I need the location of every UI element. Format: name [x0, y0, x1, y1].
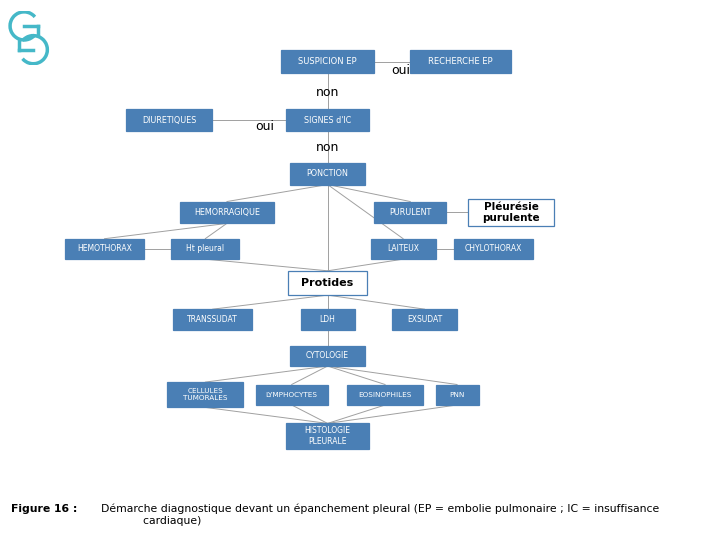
FancyBboxPatch shape: [374, 201, 446, 224]
Text: LYMPHOCYTES: LYMPHOCYTES: [266, 392, 318, 398]
Text: PONCTION: PONCTION: [307, 169, 348, 178]
Text: HEMORRAGIQUE: HEMORRAGIQUE: [194, 208, 260, 217]
FancyBboxPatch shape: [436, 384, 479, 405]
Text: Ht pleural: Ht pleural: [186, 245, 224, 253]
FancyBboxPatch shape: [281, 50, 374, 73]
FancyBboxPatch shape: [371, 239, 436, 259]
Text: HISTOLOGIE
PLEURALE: HISTOLOGIE PLEURALE: [305, 427, 351, 446]
FancyBboxPatch shape: [468, 199, 554, 226]
Text: non: non: [316, 141, 339, 154]
FancyBboxPatch shape: [287, 109, 369, 131]
Text: PURULENT: PURULENT: [390, 208, 431, 217]
Text: TRANSSUDAT: TRANSSUDAT: [187, 315, 238, 324]
Text: CELLULES
TUMORALES: CELLULES TUMORALES: [183, 388, 228, 401]
FancyBboxPatch shape: [173, 309, 252, 329]
FancyBboxPatch shape: [256, 384, 328, 405]
Text: CHYLOTHORAX: CHYLOTHORAX: [464, 245, 522, 253]
Text: SUSPICION EP: SUSPICION EP: [298, 57, 357, 66]
Text: SIGNES d'IC: SIGNES d'IC: [304, 116, 351, 125]
Text: CYTOLOGIE: CYTOLOGIE: [306, 352, 349, 360]
FancyBboxPatch shape: [454, 239, 533, 259]
Text: DIURETIQUES: DIURETIQUES: [142, 116, 197, 125]
FancyBboxPatch shape: [410, 50, 511, 73]
FancyBboxPatch shape: [171, 239, 239, 259]
FancyBboxPatch shape: [289, 346, 366, 366]
FancyBboxPatch shape: [301, 309, 355, 329]
Text: HEMOTHORAX: HEMOTHORAX: [77, 245, 132, 253]
FancyBboxPatch shape: [348, 384, 423, 405]
Text: Démarche diagnostique devant un épanchement pleural (EP = embolie pulmonaire ; I: Démarche diagnostique devant un épanchem…: [94, 503, 659, 525]
Text: oui: oui: [256, 120, 274, 133]
FancyBboxPatch shape: [126, 109, 212, 131]
Text: EXSUDAT: EXSUDAT: [408, 315, 442, 324]
FancyBboxPatch shape: [289, 163, 366, 185]
FancyBboxPatch shape: [167, 382, 243, 407]
Text: Pléurésie
purulente: Pléurésie purulente: [482, 201, 540, 224]
Text: oui: oui: [392, 64, 410, 77]
Text: EOSINOPHILES: EOSINOPHILES: [359, 392, 412, 398]
Text: Figure 16 :: Figure 16 :: [11, 503, 77, 514]
Text: non: non: [316, 86, 339, 99]
Text: PNN: PNN: [449, 392, 465, 398]
FancyBboxPatch shape: [288, 271, 367, 295]
Text: LDH: LDH: [320, 315, 336, 324]
Text: LAITEUX: LAITEUX: [387, 245, 419, 253]
FancyBboxPatch shape: [392, 309, 457, 329]
FancyBboxPatch shape: [180, 201, 274, 224]
FancyBboxPatch shape: [287, 423, 369, 449]
Text: Protides: Protides: [302, 278, 354, 288]
Text: RECHERCHE EP: RECHERCHE EP: [428, 57, 493, 66]
FancyBboxPatch shape: [65, 239, 144, 259]
